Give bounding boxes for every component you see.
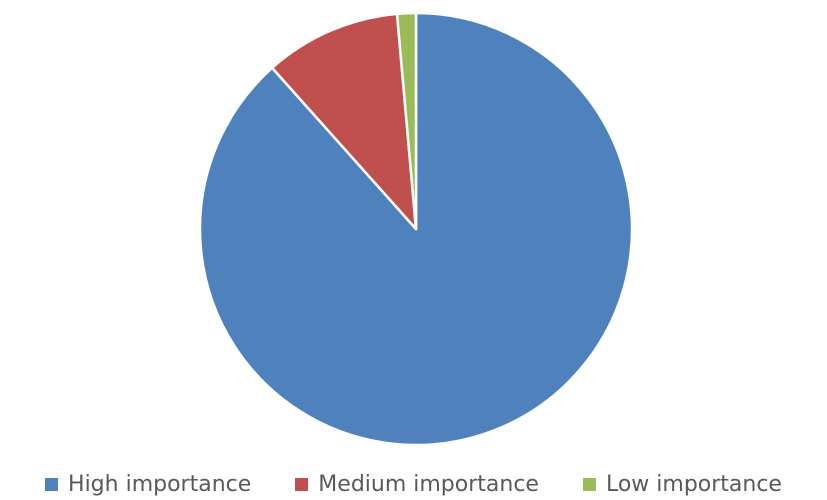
legend-swatch-high-importance bbox=[45, 477, 59, 491]
pie-slice-low-importance bbox=[395, 11, 418, 231]
legend-item-low-importance: Low importance bbox=[582, 471, 782, 497]
legend-swatch-low-importance bbox=[582, 477, 596, 491]
legend: High importance Medium importance Low im… bbox=[0, 468, 827, 500]
legend-item-medium-importance: Medium importance bbox=[295, 472, 539, 497]
legend-label-low-importance: Low importance bbox=[605, 471, 782, 497]
legend-swatch-medium-importance bbox=[295, 477, 309, 491]
legend-item-high-importance: High importance bbox=[45, 472, 251, 497]
legend-label-medium-importance: Medium importance bbox=[318, 471, 539, 497]
pie-slice-medium-importance bbox=[270, 12, 418, 231]
pie-slice-high-importance bbox=[198, 11, 634, 447]
pie-chart-plot bbox=[198, 11, 634, 447]
legend-label-high-importance: High importance bbox=[68, 471, 252, 497]
